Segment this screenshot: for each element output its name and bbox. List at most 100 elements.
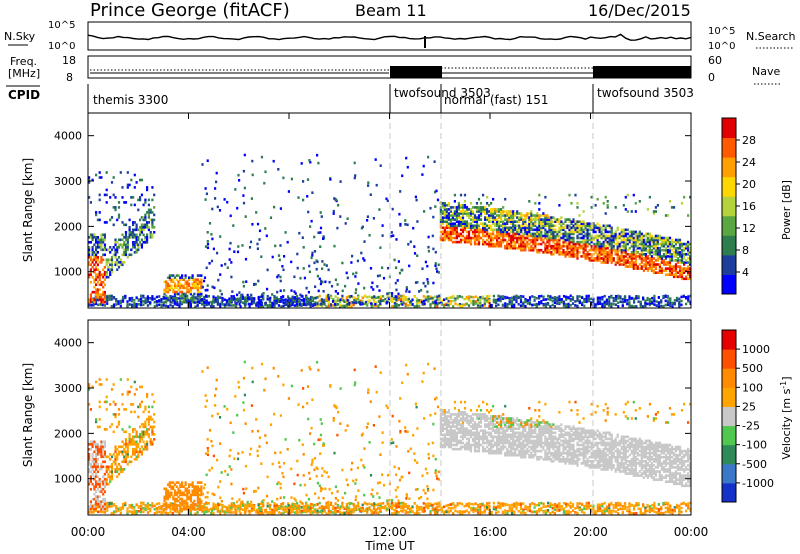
- echo-cell: [619, 295, 622, 298]
- echo-cell: [636, 240, 639, 244]
- echo-cell: [290, 289, 293, 292]
- echo-cell: [654, 267, 657, 270]
- echo-cell: [286, 240, 289, 244]
- echo-cell: [175, 278, 178, 281]
- echo-cell: [343, 304, 346, 308]
- echo-cell: [469, 242, 473, 246]
- echo-cell: [95, 288, 98, 291]
- echo-cell: [374, 303, 377, 306]
- echo-cell: [524, 226, 527, 230]
- echo-cell: [89, 256, 92, 259]
- echo-cell: [124, 294, 127, 298]
- echo-cell: [206, 159, 209, 162]
- echo-cell: [662, 305, 665, 308]
- echo-cell: [640, 236, 643, 240]
- echo-cell: [112, 223, 115, 227]
- echo-cell: [207, 301, 210, 305]
- echo-cell: [445, 224, 448, 228]
- echo-cell: [301, 236, 304, 239]
- echo-cell: [492, 214, 495, 217]
- echo-cell: [411, 303, 414, 306]
- echo-cell: [614, 299, 618, 302]
- echo-cell: [672, 255, 676, 258]
- echo-cell: [578, 251, 581, 254]
- echo-cell: [103, 248, 106, 252]
- echo-cell: [142, 303, 145, 307]
- echo-cell: [367, 181, 370, 184]
- echo-cell: [622, 248, 625, 252]
- echo-cell: [515, 300, 518, 304]
- echo-cell: [586, 253, 589, 256]
- echo-cell: [664, 267, 668, 270]
- echo-cell: [132, 241, 135, 244]
- echo-cell: [371, 296, 374, 299]
- echo-cell: [624, 240, 627, 244]
- echo-cell: [242, 169, 245, 173]
- echo-cell: [393, 258, 396, 262]
- echo-cell: [100, 283, 103, 286]
- echo-cell: [158, 510, 161, 514]
- echo-cell: [461, 295, 464, 299]
- echo-cell: [96, 251, 99, 254]
- echo-cell: [453, 212, 456, 215]
- echo-cell: [266, 512, 269, 515]
- echo-cell: [144, 241, 147, 244]
- echo-cell: [465, 238, 469, 242]
- echo-cell: [271, 293, 274, 296]
- echo-cell: [596, 228, 599, 232]
- echo-cell: [455, 234, 458, 238]
- echo-cell: [540, 301, 543, 305]
- echo-cell: [436, 198, 440, 202]
- echo-cell: [582, 220, 585, 223]
- echo-cell: [391, 292, 394, 295]
- echo-cell: [476, 510, 480, 514]
- echo-cell: [124, 233, 128, 237]
- echo-cell: [139, 233, 142, 237]
- echo-cell: [476, 296, 480, 300]
- echo-cell: [158, 303, 161, 307]
- echo-cell: [449, 234, 452, 238]
- echo-cell: [357, 508, 360, 511]
- echo-cell: [628, 240, 631, 244]
- echo-cell: [191, 278, 194, 281]
- echo-cell: [634, 253, 637, 256]
- echo-cell: [528, 301, 532, 304]
- noise-sky-line: [87, 33, 692, 41]
- echo-cell: [662, 253, 666, 256]
- echo-cell: [93, 236, 96, 239]
- echo-cell: [479, 298, 482, 302]
- echo-cell: [119, 508, 122, 512]
- echo-cell: [461, 511, 464, 515]
- echo-cell: [266, 504, 269, 508]
- echo-cell: [590, 297, 593, 301]
- echo-cell: [211, 237, 214, 241]
- echo-cell: [654, 246, 657, 250]
- echo-cell: [568, 251, 571, 254]
- echo-cell: [366, 300, 369, 304]
- echo-cell: [406, 304, 409, 307]
- echo-cell: [257, 296, 260, 299]
- echo-cell: [337, 203, 340, 207]
- echo-cell: [427, 506, 430, 510]
- echo-cell: [568, 246, 571, 250]
- echo-cell: [512, 230, 515, 234]
- echo-cell: [689, 294, 691, 298]
- echo-cell: [550, 228, 553, 232]
- echo-cell: [622, 257, 625, 260]
- echo-cell: [668, 251, 672, 254]
- echo-cell: [258, 299, 261, 303]
- echo-cell: [201, 303, 204, 306]
- echo-cell: [492, 238, 495, 242]
- echo-cell: [449, 208, 452, 211]
- echo-cell: [128, 298, 131, 302]
- echo-cell: [556, 242, 559, 246]
- echo-cell: [602, 259, 605, 262]
- echo-cell: [427, 235, 430, 239]
- echo-cell: [568, 255, 571, 258]
- echo-cell: [536, 226, 539, 230]
- nave-label: Nave: [752, 65, 780, 78]
- echo-cell: [534, 240, 537, 244]
- echo-cell: [588, 222, 591, 225]
- echo-cell: [516, 238, 519, 242]
- echo-cell: [289, 511, 292, 514]
